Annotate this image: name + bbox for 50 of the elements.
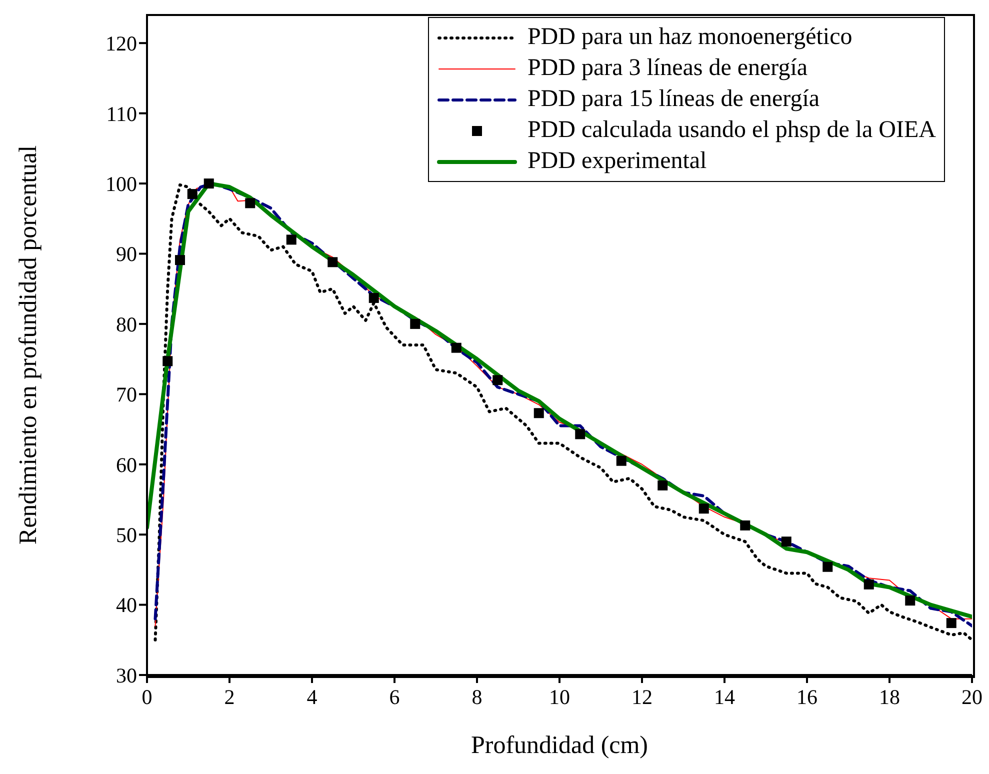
point [905,596,916,606]
point [946,618,956,628]
x-tick-label: 0 [142,684,152,709]
point [410,318,420,329]
point [822,562,833,572]
legend-label: PDD experimental [527,148,707,175]
point [740,520,750,530]
y-tick-label: 50 [116,523,137,548]
point [781,536,792,547]
x-tick-label: 2 [224,684,235,709]
point [204,178,214,189]
point [575,429,586,440]
x-tick-label: 8 [472,684,482,709]
y-tick-label: 110 [106,102,137,126]
legend-label: PDD calculada usando el phsp de la OIEA [527,117,936,144]
y-axis-title: Rendimiento en profundidad porcentual [14,145,42,545]
point [616,456,626,466]
x-tick-label: 16 [796,684,818,709]
point [286,234,296,245]
y-tick-label: 60 [116,452,137,477]
x-tick-label: 6 [389,684,400,709]
y-tick-label: 40 [116,593,137,618]
legend-label: PDD para 15 líneas de energía [527,86,820,113]
x-tick-label: 4 [306,684,318,709]
legend-label: PDD para un haz monoenergético [527,24,852,51]
y-tick-label: 100 [106,172,137,196]
y-tick-label: 30 [116,663,137,688]
y-tick-label: 90 [116,242,137,266]
point [658,480,668,490]
x-tick-label: 18 [879,684,900,709]
legend-label: PDD para 3 líneas de energía [527,55,808,82]
x-tick-label: 14 [714,684,736,709]
y-tick-label: 80 [116,312,137,336]
point [492,375,503,386]
point [864,579,874,590]
x-tick-label: 20 [962,684,982,709]
x-tick-label: 10 [549,684,570,709]
point [698,504,709,514]
point [187,189,198,200]
point [368,292,379,303]
y-tick-label: 120 [106,32,137,56]
point [451,342,462,353]
point [245,198,256,208]
point [534,408,544,418]
x-axis-title: Profundidad (cm) [470,732,648,759]
point [175,255,185,266]
point [328,257,338,268]
x-tick-label: 12 [632,684,652,709]
y-tick-label: 70 [116,382,137,407]
point [162,356,173,366]
